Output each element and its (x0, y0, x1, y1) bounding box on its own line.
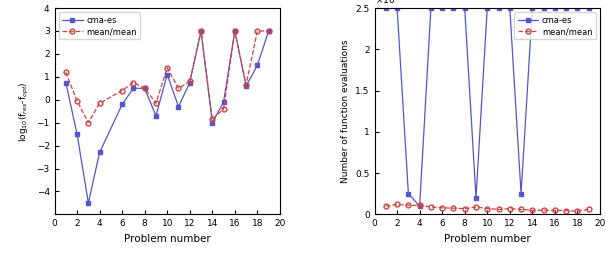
mean/mean (220, 107, 227, 110)
cma-es (164, 73, 171, 76)
cma-es (393, 6, 401, 10)
mean/mean (427, 205, 435, 209)
cma-es (461, 6, 468, 10)
cma-es (382, 6, 390, 10)
mean/mean (495, 208, 502, 211)
cma-es (130, 87, 137, 90)
mean/mean (551, 209, 559, 212)
mean/mean (450, 207, 457, 210)
cma-es (562, 6, 570, 10)
cma-es (518, 192, 525, 195)
mean/mean (562, 209, 570, 212)
cma-es (551, 6, 559, 10)
mean/mean (506, 207, 513, 210)
Legend: cma-es, mean/mean: cma-es, mean/mean (59, 12, 140, 39)
cma-es (540, 6, 547, 10)
mean/mean (96, 102, 103, 105)
Text: $\times10^4$: $\times10^4$ (375, 0, 399, 6)
cma-es (528, 6, 536, 10)
Legend: cma-es, mean/mean: cma-es, mean/mean (514, 12, 596, 39)
mean/mean (119, 89, 126, 92)
cma-es (495, 6, 502, 10)
X-axis label: Problem number: Problem number (124, 234, 211, 244)
mean/mean (152, 102, 159, 105)
mean/mean (73, 99, 81, 103)
mean/mean (254, 29, 261, 33)
mean/mean (382, 204, 390, 208)
mean/mean (518, 208, 525, 211)
Line: mean/mean: mean/mean (64, 28, 271, 125)
cma-es (242, 84, 250, 88)
cma-es (231, 29, 239, 33)
cma-es (175, 105, 182, 108)
cma-es (119, 103, 126, 106)
mean/mean (265, 29, 272, 33)
cma-es (450, 6, 457, 10)
mean/mean (242, 83, 250, 87)
cma-es (62, 81, 70, 84)
mean/mean (416, 204, 423, 207)
cma-es (85, 201, 92, 204)
cma-es (472, 196, 479, 199)
mean/mean (574, 210, 581, 213)
cma-es (186, 81, 193, 84)
mean/mean (186, 80, 193, 83)
mean/mean (439, 206, 446, 209)
cma-es (73, 133, 81, 136)
Line: cma-es: cma-es (384, 6, 591, 209)
mean/mean (461, 207, 468, 210)
Y-axis label: Number of function evaluations: Number of function evaluations (341, 39, 350, 183)
Line: cma-es: cma-es (64, 28, 271, 205)
mean/mean (62, 71, 70, 74)
mean/mean (85, 121, 92, 124)
cma-es (96, 151, 103, 154)
cma-es (506, 6, 513, 10)
cma-es (574, 6, 581, 10)
mean/mean (208, 118, 216, 121)
mean/mean (141, 87, 148, 90)
mean/mean (484, 207, 491, 210)
cma-es (208, 121, 216, 124)
mean/mean (231, 29, 239, 33)
mean/mean (164, 66, 171, 69)
mean/mean (405, 204, 412, 207)
mean/mean (198, 29, 205, 33)
cma-es (484, 6, 491, 10)
cma-es (439, 6, 446, 10)
cma-es (254, 64, 261, 67)
mean/mean (585, 208, 592, 211)
cma-es (585, 6, 592, 10)
cma-es (416, 204, 423, 208)
mean/mean (175, 87, 182, 90)
cma-es (405, 192, 412, 195)
cma-es (141, 87, 148, 90)
cma-es (220, 100, 227, 104)
mean/mean (393, 203, 401, 206)
mean/mean (540, 209, 547, 212)
X-axis label: Problem number: Problem number (444, 234, 531, 244)
cma-es (152, 114, 159, 117)
Line: mean/mean: mean/mean (384, 202, 591, 214)
mean/mean (528, 209, 536, 212)
mean/mean (472, 205, 479, 209)
cma-es (198, 29, 205, 33)
cma-es (265, 29, 272, 33)
mean/mean (130, 81, 137, 84)
cma-es (427, 6, 435, 10)
Y-axis label: log$_{10}$(f$_{res}$-f$_{opt}$): log$_{10}$(f$_{res}$-f$_{opt}$) (18, 81, 31, 142)
